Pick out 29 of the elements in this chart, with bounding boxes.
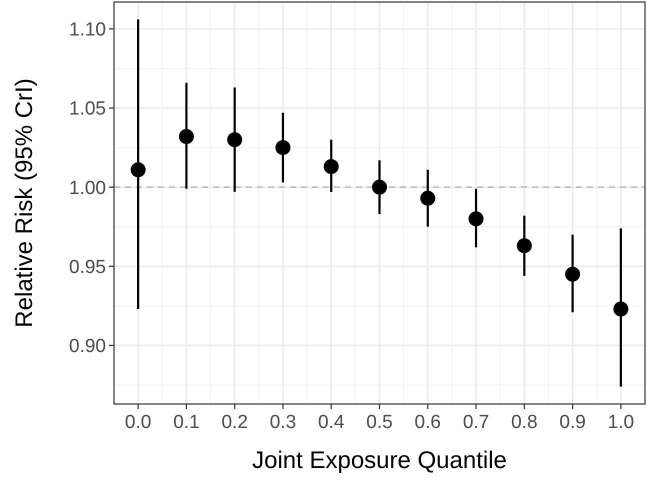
x-tick-label: 0.4	[318, 412, 345, 433]
x-axis-title: Joint Exposure Quantile	[252, 447, 507, 474]
x-tick-label: 0.2	[221, 412, 248, 433]
x-tick-label: 0.8	[511, 412, 538, 433]
x-tick-label: 0.6	[414, 412, 441, 433]
point	[275, 140, 290, 156]
point	[468, 211, 484, 226]
x-tick-label: 0.5	[366, 412, 393, 433]
x-tick-label: 0.7	[462, 412, 490, 433]
y-tick-label: 1.10	[69, 20, 106, 41]
x-tick-label: 1.0	[608, 412, 634, 433]
point	[130, 162, 146, 178]
x-tick-label: 0.9	[559, 412, 586, 433]
y-axis-title: Relative Risk (95% CrI)	[11, 78, 38, 328]
point	[324, 159, 339, 174]
point	[227, 132, 242, 148]
x-tick-label: 0.1	[173, 412, 200, 433]
point	[420, 190, 436, 206]
x-tick-label: 0.0	[124, 412, 152, 433]
y-tick-label: 1.00	[69, 178, 106, 199]
point	[516, 238, 532, 254]
x-tick-label: 0.3	[270, 412, 296, 433]
point	[613, 302, 628, 317]
y-tick-label: 0.90	[69, 336, 106, 358]
point	[178, 129, 194, 144]
y-tick-label: 0.95	[69, 256, 106, 278]
y-tick-label: 1.05	[69, 98, 106, 120]
point	[372, 180, 387, 195]
point	[565, 266, 580, 282]
